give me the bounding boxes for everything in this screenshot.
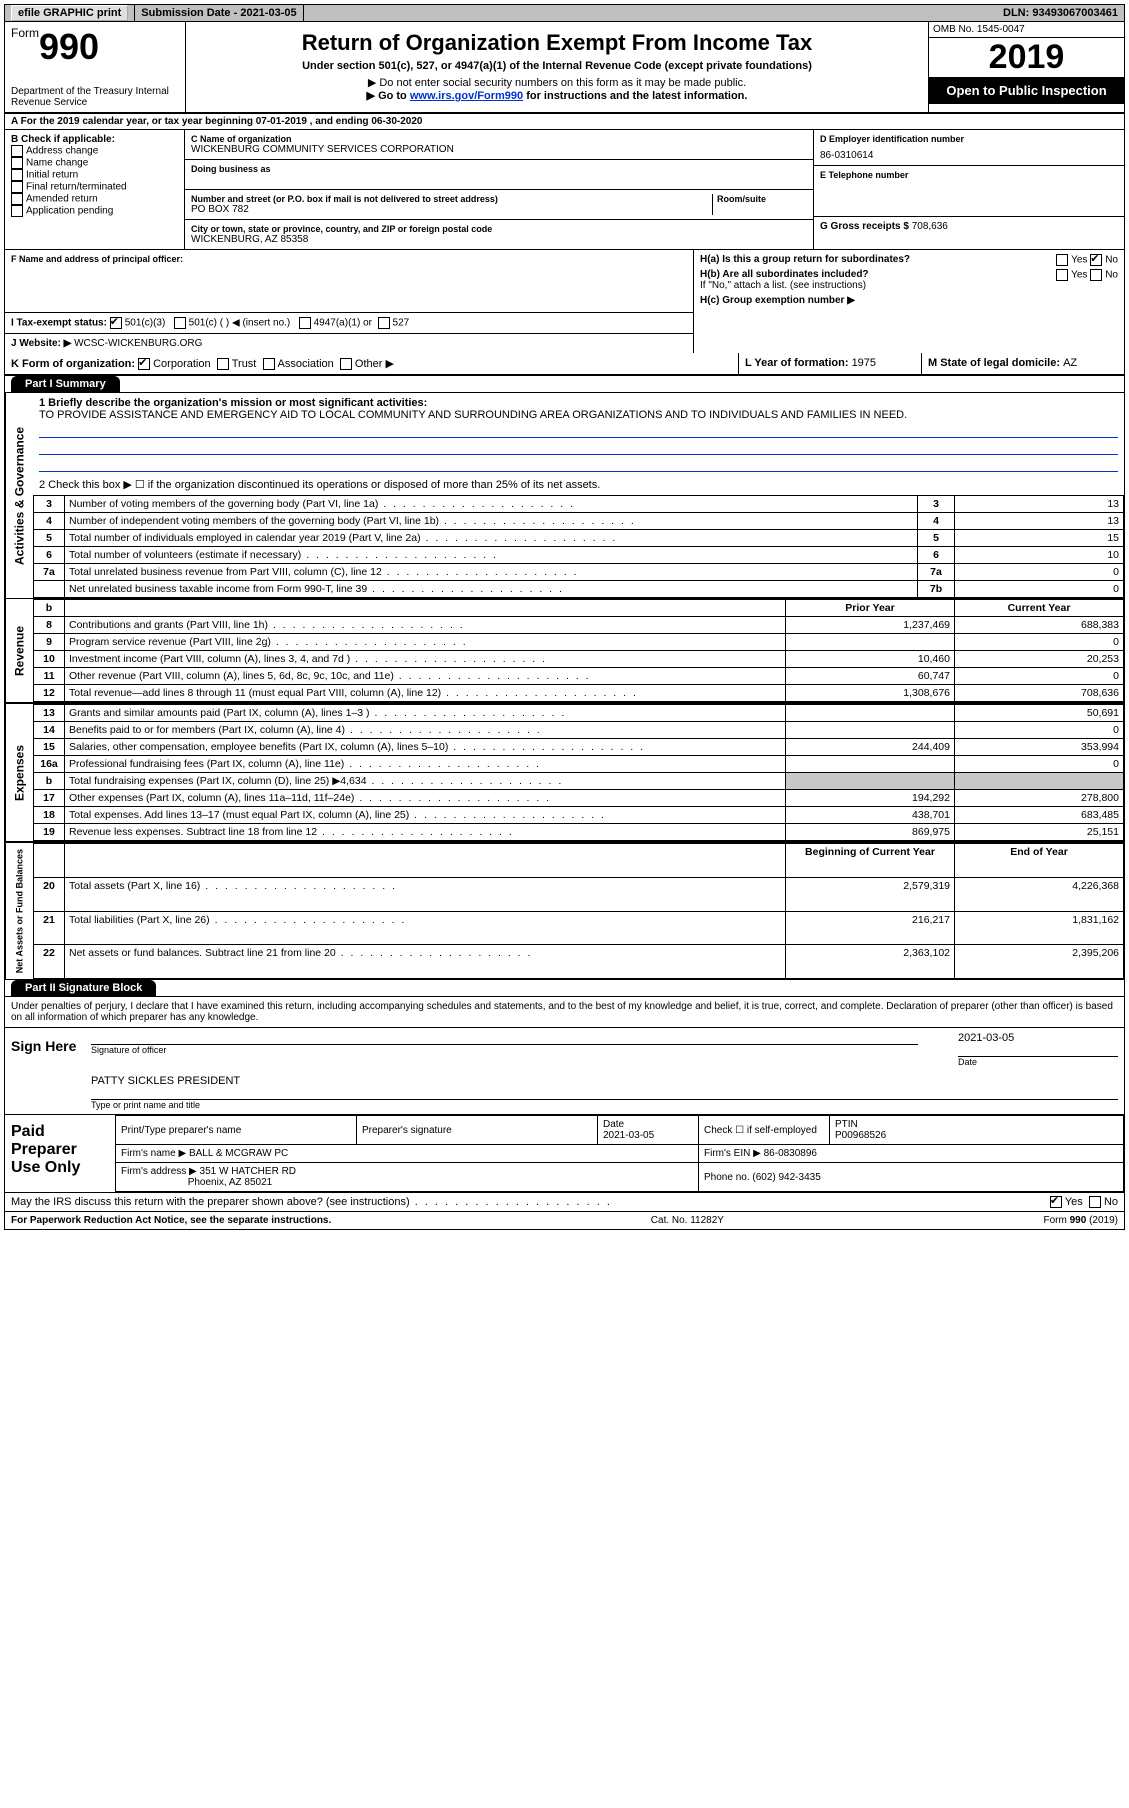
form-header: Form990 Department of the Treasury Inter…	[5, 22, 1124, 114]
submission-date: Submission Date - 2021-03-05	[135, 5, 303, 21]
form-subtitle2: ▶ Do not enter social security numbers o…	[192, 76, 922, 89]
vtab-activities: Activities & Governance	[5, 393, 33, 598]
form-title-block: Return of Organization Exempt From Incom…	[185, 22, 929, 112]
col-c-org: C Name of organization WICKENBURG COMMUN…	[185, 130, 814, 249]
checkbox-initial-return[interactable]	[11, 169, 23, 181]
discuss-no[interactable]	[1089, 1196, 1101, 1208]
org-city: WICKENBURG, AZ 85358	[191, 234, 807, 245]
efile-label: efile GRAPHIC print	[5, 5, 135, 21]
ptin: P00968526	[835, 1130, 886, 1141]
governance-table: 3Number of voting members of the governi…	[33, 495, 1124, 598]
col-d-ein: D Employer identification number 86-0310…	[814, 130, 1124, 249]
sign-here-row: Sign Here Signature of officer 2021-03-0…	[5, 1028, 1124, 1115]
efile-print-button[interactable]: efile GRAPHIC print	[11, 5, 128, 21]
checkbox-app-pending[interactable]	[11, 205, 23, 217]
mission-text: TO PROVIDE ASSISTANCE AND EMERGENCY AID …	[39, 409, 1118, 421]
form-subtitle1: Under section 501(c), 527, or 4947(a)(1)…	[192, 60, 922, 72]
klm-row: K Form of organization: Corporation Trus…	[5, 353, 1124, 376]
part1-expenses: Expenses 13Grants and similar amounts pa…	[5, 704, 1124, 843]
revenue-table: bPrior YearCurrent Year8Contributions an…	[33, 599, 1124, 702]
part1-revenue: Revenue bPrior YearCurrent Year8Contribu…	[5, 599, 1124, 704]
vtab-netassets: Net Assets or Fund Balances	[5, 843, 33, 979]
officer-name: PATTY SICKLES PRESIDENT	[91, 1075, 1118, 1087]
k-assoc[interactable]	[263, 358, 275, 370]
k-other[interactable]	[340, 358, 352, 370]
dln: DLN: 93493067003461	[997, 5, 1124, 21]
org-address: PO BOX 782	[191, 204, 708, 215]
firm-name: BALL & MCGRAW PC	[189, 1148, 288, 1159]
checkbox-amended[interactable]	[11, 193, 23, 205]
part1-netassets: Net Assets or Fund Balances Beginning of…	[5, 843, 1124, 980]
omb-number: OMB No. 1545-0047	[929, 22, 1124, 38]
vtab-revenue: Revenue	[5, 599, 33, 702]
top-bar: efile GRAPHIC print Submission Date - 20…	[4, 4, 1125, 22]
ha-no[interactable]	[1090, 254, 1102, 266]
tax-year: 2019	[929, 38, 1124, 77]
dept-treasury: Department of the Treasury Internal Reve…	[11, 86, 179, 108]
penalty-text: Under penalties of perjury, I declare th…	[5, 997, 1124, 1028]
checkbox-final-return[interactable]	[11, 181, 23, 193]
gross-receipts: 708,636	[912, 221, 948, 232]
page-footer: For Paperwork Reduction Act Notice, see …	[5, 1211, 1124, 1229]
checkbox-4947[interactable]	[299, 317, 311, 329]
form-right: OMB No. 1545-0047 2019 Open to Public In…	[929, 22, 1124, 112]
preparer-table: Print/Type preparer's name Preparer's si…	[115, 1115, 1124, 1192]
part1-header: Part I Summary	[11, 376, 120, 392]
bcd-block: B Check if applicable: Address change Na…	[5, 130, 1124, 249]
fh-block: F Name and address of principal officer:…	[5, 249, 1124, 353]
row-a-period: A For the 2019 calendar year, or tax yea…	[5, 114, 1124, 130]
k-trust[interactable]	[217, 358, 229, 370]
col-b-checkboxes: B Check if applicable: Address change Na…	[5, 130, 185, 249]
part2-header: Part II Signature Block	[11, 980, 156, 996]
discuss-yes[interactable]	[1050, 1196, 1062, 1208]
irs-link[interactable]: www.irs.gov/Form990	[410, 90, 523, 102]
hb-yes[interactable]	[1056, 269, 1068, 281]
hb-no[interactable]	[1090, 269, 1102, 281]
vtab-expenses: Expenses	[5, 704, 33, 841]
form-title: Return of Organization Exempt From Incom…	[192, 30, 922, 56]
netassets-table: Beginning of Current YearEnd of Year20To…	[33, 843, 1124, 979]
open-to-public: Open to Public Inspection	[929, 77, 1124, 104]
ha-yes[interactable]	[1056, 254, 1068, 266]
form-subtitle3: ▶ Go to www.irs.gov/Form990 for instruct…	[192, 89, 922, 102]
expenses-table: 13Grants and similar amounts paid (Part …	[33, 704, 1124, 841]
website: WCSC-WICKENBURG.ORG	[74, 338, 202, 349]
checkbox-name-change[interactable]	[11, 157, 23, 169]
discuss-row: May the IRS discuss this return with the…	[5, 1192, 1124, 1211]
checkbox-527[interactable]	[378, 317, 390, 329]
part1-activities: Activities & Governance 1 Briefly descri…	[5, 393, 1124, 599]
ein-value: 86-0310614	[820, 150, 1118, 161]
org-name: WICKENBURG COMMUNITY SERVICES CORPORATIO…	[191, 144, 807, 155]
checkbox-501c[interactable]	[174, 317, 186, 329]
form-left: Form990 Department of the Treasury Inter…	[5, 22, 185, 112]
form-number: 990	[39, 26, 99, 67]
paid-preparer-row: Paid Preparer Use Only Print/Type prepar…	[5, 1115, 1124, 1192]
checkbox-address-change[interactable]	[11, 145, 23, 157]
k-corp[interactable]	[138, 358, 150, 370]
checkbox-501c3[interactable]	[110, 317, 122, 329]
